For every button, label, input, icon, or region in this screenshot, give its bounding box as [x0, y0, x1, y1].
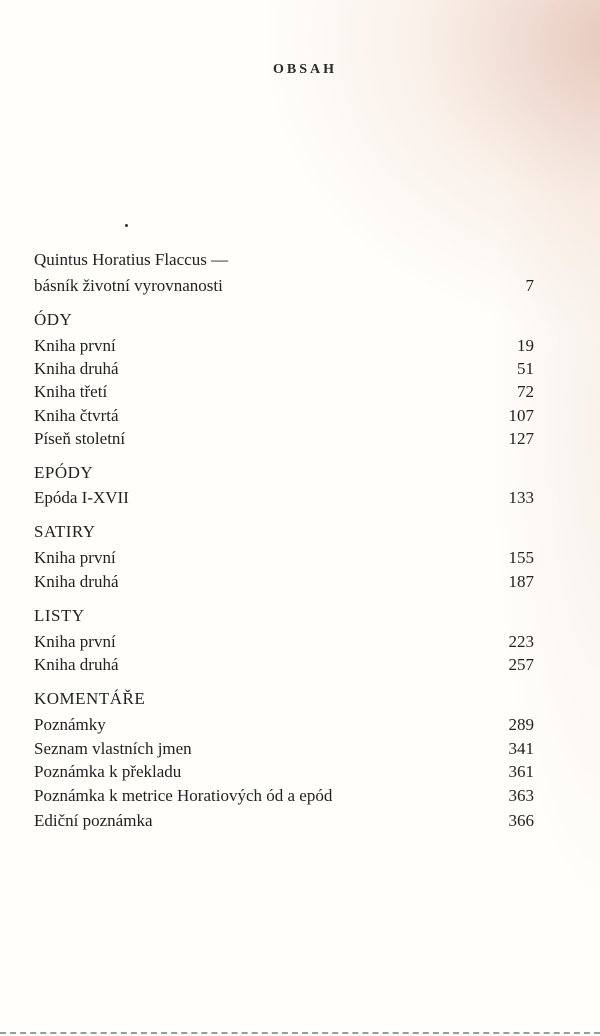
toc-entry: Quintus Horatius Flaccus —	[34, 249, 534, 271]
toc-section-heading: EPÓDY	[34, 462, 534, 484]
toc-entry: Kniha druhá 51	[34, 358, 534, 380]
toc-entry-label: Kniha druhá	[34, 572, 119, 591]
toc-entry: Kniha druhá 257	[34, 654, 534, 676]
toc-entry: Kniha první 19	[34, 335, 534, 357]
toc-entry: Kniha první 155	[34, 547, 534, 569]
toc-section-heading: ÓDY	[34, 309, 534, 331]
toc-entry-label: Píseň stoletní	[34, 429, 126, 448]
toc-entry-label: Kniha první	[34, 632, 116, 651]
toc-entry: Kniha čtvrtá 107	[34, 405, 534, 427]
toc-section-heading: LISTY	[34, 605, 534, 627]
toc-entry-label: básník životní vyrovnanosti	[34, 276, 223, 295]
toc-entry-label: Epóda I-XVII	[34, 488, 129, 507]
toc-entry-label: Poznámka k metrice Horatiových ód a epód	[34, 786, 333, 805]
toc-entry: Kniha třetí 72	[34, 381, 534, 403]
toc-entry-label: Quintus Horatius Flaccus —	[34, 250, 229, 269]
toc-entry: Ediční poznámka 366	[34, 810, 534, 832]
toc-entry: Seznam vlastních jmen 341	[34, 738, 534, 760]
toc-page-number: 133	[508, 488, 535, 507]
toc-page-number: 19	[517, 336, 534, 355]
toc-section-heading: SATIRY	[34, 521, 534, 543]
toc-entry-label: Poznámka k překladu	[34, 762, 182, 781]
toc-page-number: 223	[508, 632, 535, 651]
toc-page-number: 289	[508, 715, 535, 734]
toc-section-heading: KOMENTÁŘE	[34, 688, 534, 710]
toc-page-number: 363	[508, 786, 535, 805]
toc-page-number: 155	[508, 548, 535, 567]
toc-page-number: 72	[517, 382, 534, 401]
toc-entry-label: ÓDY	[34, 310, 73, 329]
toc-entry-label: SATIRY	[34, 522, 96, 541]
toc-entry-label: Kniha první	[34, 548, 116, 567]
toc-entry-label: Kniha druhá	[34, 655, 119, 674]
toc-page-number: 107	[508, 406, 535, 425]
toc-entry: Poznámky 289	[34, 714, 534, 736]
toc-entry-label: Kniha čtvrtá	[34, 406, 119, 425]
toc-entry-label: Poznámky	[34, 715, 106, 734]
toc-page-number: 187	[508, 572, 535, 591]
toc-entry-label: Kniha první	[34, 336, 116, 355]
toc-entry: Píseň stoletní 127	[34, 428, 534, 450]
toc-entry-label: EPÓDY	[34, 463, 94, 482]
toc-entry: Poznámka k překladu 361	[34, 761, 534, 783]
toc-entry-label: Ediční poznámka	[34, 811, 153, 830]
toc-page-number: 7	[525, 276, 535, 295]
toc-page-number: 341	[508, 739, 535, 758]
toc-entry: básník životní vyrovnanosti 7	[34, 275, 534, 297]
toc-entry: Kniha druhá 187	[34, 571, 534, 593]
toc-entry-label: KOMENTÁŘE	[34, 689, 146, 708]
page-title: OBSAH	[272, 62, 337, 77]
toc-entry-label: Kniha třetí	[34, 382, 108, 401]
toc-page-number: 366	[508, 811, 535, 830]
toc-entry: Kniha první 223	[34, 631, 534, 653]
toc-entry-label: LISTY	[34, 606, 85, 625]
toc-entry-label: Seznam vlastních jmen	[34, 739, 192, 758]
toc-page-number: 361	[508, 762, 535, 781]
toc-page-number: 257	[508, 655, 535, 674]
toc-entry-label: Kniha druhá	[34, 359, 119, 378]
ink-speck	[125, 224, 128, 227]
scan-edge-divider	[0, 1032, 600, 1034]
toc-entry: Poznámka k metrice Horatiových ód a epód…	[34, 785, 534, 807]
toc-page-number: 51	[517, 359, 534, 378]
toc-entry: Epóda I-XVII 133	[34, 487, 534, 509]
toc-page-number: 127	[508, 429, 535, 448]
